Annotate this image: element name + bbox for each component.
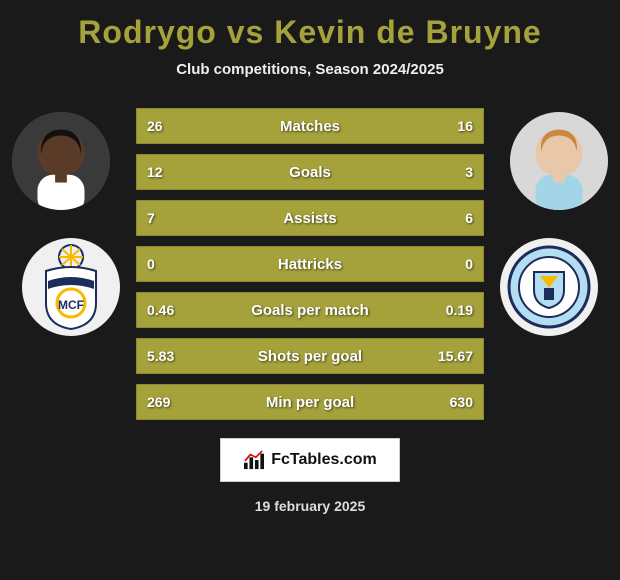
stat-bar-left	[137, 293, 372, 327]
stat-row: 2616Matches	[136, 108, 484, 144]
comparison-date: 19 february 2025	[0, 498, 620, 514]
comparison-title: Rodrygo vs Kevin de Bruyne	[0, 0, 620, 51]
stat-row: 123Goals	[136, 154, 484, 190]
brand-logo: FcTables.com	[220, 438, 400, 482]
stat-bar-right	[237, 339, 483, 373]
comparison-content: MCF 2616Matches 123Goals 76Assists 00Hattri…	[0, 108, 620, 428]
player-right-face-icon	[510, 112, 608, 210]
man-city-crest-icon	[506, 244, 592, 330]
comparison-subtitle: Club competitions, Season 2024/2025	[0, 61, 620, 78]
stat-bar-right	[397, 155, 484, 189]
player-left-face-icon	[12, 112, 110, 210]
player-left-club-badge: MCF	[22, 238, 120, 336]
player-right-avatar	[510, 112, 608, 210]
stat-row: 0.460.19Goals per match	[136, 292, 484, 328]
stat-row: 76Assists	[136, 200, 484, 236]
svg-text:MCF: MCF	[58, 298, 84, 312]
stat-bar-right	[324, 201, 483, 235]
stat-bar-right	[244, 385, 483, 419]
stat-bar-left	[137, 109, 345, 143]
brand-text: FcTables.com	[271, 451, 377, 469]
stat-bar-left	[137, 247, 310, 281]
stat-bar-left	[137, 339, 237, 373]
player-left-avatar	[12, 112, 110, 210]
stat-row: 00Hattricks	[136, 246, 484, 282]
stat-row: 5.8315.67Shots per goal	[136, 338, 484, 374]
stat-bar-left	[137, 385, 244, 419]
stat-bar-left	[137, 201, 324, 235]
stat-bars: 2616Matches 123Goals 76Assists 00Hattricks 0…	[136, 108, 484, 430]
player-right-club-badge	[500, 238, 598, 336]
real-madrid-crest-icon: MCF	[36, 243, 106, 331]
stat-bar-right	[310, 247, 483, 281]
stat-bar-right	[345, 109, 483, 143]
stat-bar-left	[137, 155, 397, 189]
stat-bar-right	[372, 293, 483, 327]
stat-row: 269630Min per goal	[136, 384, 484, 420]
bar-chart-icon	[243, 450, 265, 470]
